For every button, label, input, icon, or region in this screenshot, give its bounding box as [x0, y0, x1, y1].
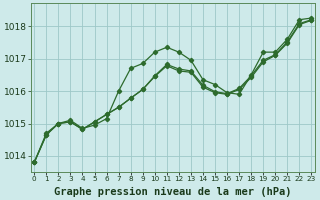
X-axis label: Graphe pression niveau de la mer (hPa): Graphe pression niveau de la mer (hPa) — [54, 186, 292, 197]
